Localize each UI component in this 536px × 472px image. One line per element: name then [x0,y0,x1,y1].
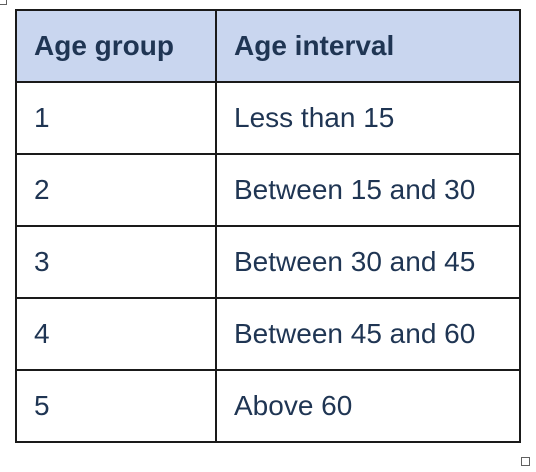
table-row: 3 Between 30 and 45 [15,225,521,299]
age-group-table: Age group Age interval 1 Less than 15 2 … [15,9,521,443]
header-age-group: Age group [15,9,217,83]
resize-handle-bottom-right[interactable] [521,457,530,466]
cell-age-interval: Between 30 and 45 [215,225,521,299]
header-age-interval: Age interval [215,9,521,83]
cell-age-group: 2 [15,153,217,227]
cell-age-group: 1 [15,81,217,155]
table-header-row: Age group Age interval [15,9,521,83]
table-row: 4 Between 45 and 60 [15,297,521,371]
cell-age-interval: Between 45 and 60 [215,297,521,371]
cell-age-interval: Above 60 [215,369,521,443]
cell-age-group: 3 [15,225,217,299]
cell-age-group: 5 [15,369,217,443]
cell-age-interval: Between 15 and 30 [215,153,521,227]
resize-handle-top-left[interactable] [0,0,7,5]
cell-age-interval: Less than 15 [215,81,521,155]
table-row: 2 Between 15 and 30 [15,153,521,227]
table-row: 1 Less than 15 [15,81,521,155]
cell-age-group: 4 [15,297,217,371]
table-row: 5 Above 60 [15,369,521,443]
